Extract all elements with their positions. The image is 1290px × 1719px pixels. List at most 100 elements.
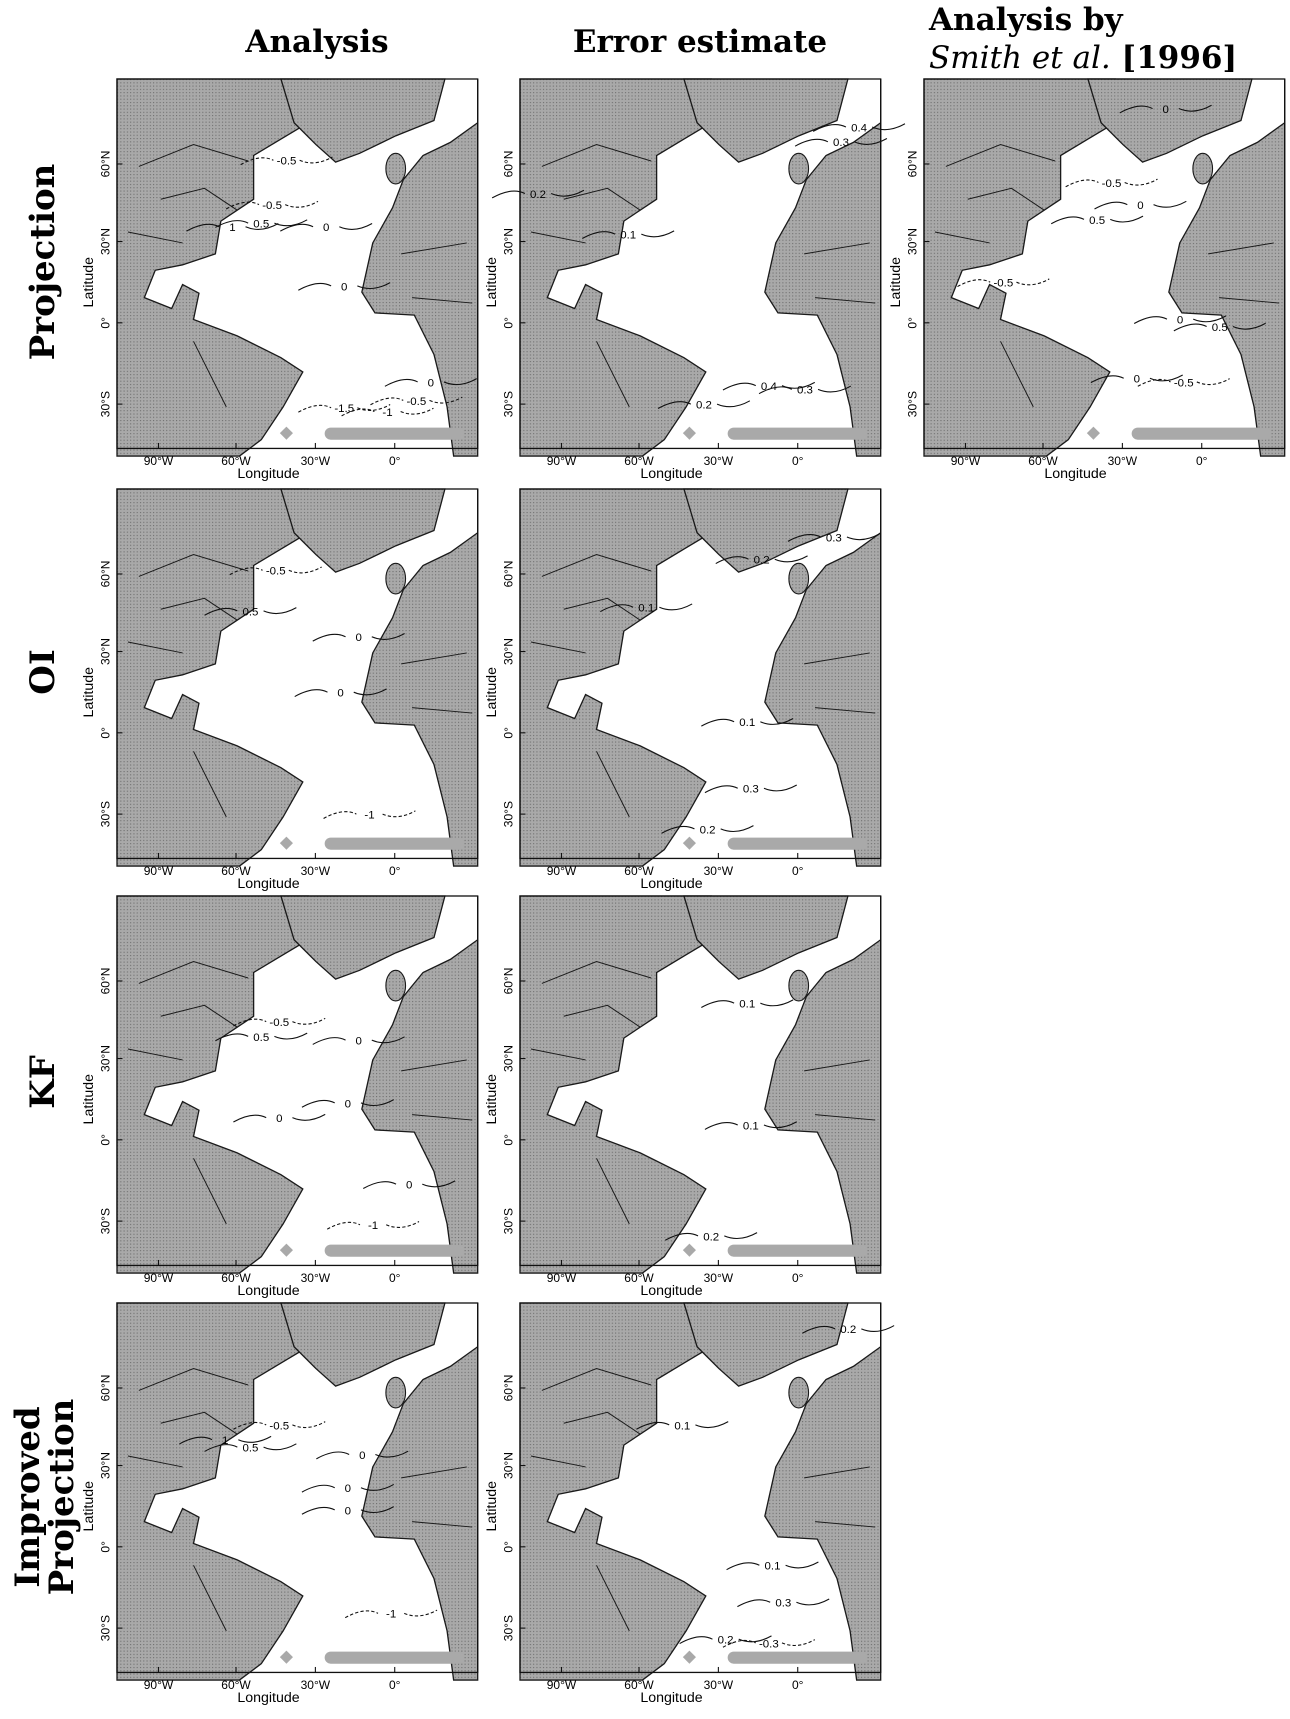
lat-tick-label: 60°N: [98, 561, 112, 588]
contour-line: [661, 825, 754, 834]
contour-label: 0: [355, 632, 361, 644]
citation-authors: Smith et al.: [929, 40, 1111, 76]
map-panel: 60°N30°N0°30°S90°W 60°W 30°W 0°LatitudeLong…: [81, 488, 479, 892]
latitude-label: Latitude: [81, 257, 97, 308]
lat-tick-label: 60°N: [501, 1375, 515, 1402]
contour-line: [341, 407, 434, 417]
map-panel: 60°N30°N0°30°S90°W 60°W 30°W 0°LatitudeLong…: [81, 895, 479, 1299]
contour-label: 0.5: [253, 1032, 269, 1044]
lat-tick-label: 30°N: [501, 1045, 515, 1072]
contour-line: [233, 1017, 326, 1027]
contour-line: [298, 282, 391, 291]
contour-line: [1173, 322, 1266, 332]
frame: [116, 1302, 479, 1674]
contour-label: 0.1: [739, 999, 755, 1011]
contour-label: 0: [406, 1180, 412, 1192]
contour-label: 0.2: [700, 824, 716, 836]
contour-line: [316, 1450, 409, 1460]
row-label: Improved: [8, 1406, 48, 1587]
lat-tick-label: 30°N: [98, 1452, 112, 1479]
contour-label: 0: [345, 1505, 351, 1517]
contour-label: 0: [355, 1035, 361, 1047]
lon-tick-label: 90°W: [547, 864, 577, 878]
lon-tick-label: 90°W: [951, 454, 981, 468]
lat-tick-label: 60°N: [501, 151, 515, 178]
map-panel: 60°N30°N0°30°S90°W 60°W 30°W 0°LatitudeLong…: [484, 488, 882, 892]
contour-label: 0.1: [620, 230, 636, 242]
contour-label: 0.2: [703, 1231, 719, 1243]
latitude-label: Latitude: [81, 1074, 97, 1125]
latitude-label: Latitude: [81, 667, 97, 718]
contour-label: 0.4: [851, 122, 868, 134]
contour-label: -0.5: [406, 396, 426, 408]
row-label: Projection: [42, 1399, 82, 1596]
longitude-label: Longitude: [640, 1283, 702, 1299]
lat-tick-label: 60°N: [501, 968, 515, 995]
lat-tick-label: 30°S: [501, 391, 515, 417]
lat-tick-label: 30°S: [501, 801, 515, 827]
contour-label: -0.5: [993, 278, 1013, 290]
citation-year: [1996]: [1122, 40, 1238, 76]
contour-label: 0.5: [253, 218, 269, 230]
contour-label: 0.2: [718, 1635, 734, 1647]
contour-line: [582, 230, 675, 240]
lat-tick-label: 30°N: [501, 1452, 515, 1479]
lon-tick-label: 30°W: [704, 1271, 734, 1285]
contour-label: 0: [345, 1098, 351, 1110]
lon-tick-label: 0°: [389, 454, 401, 468]
contour-label: -1: [386, 1609, 396, 1621]
lon-tick-label: 90°W: [144, 454, 174, 468]
contour-line: [701, 717, 794, 727]
lon-tick-label: 30°W: [301, 1271, 331, 1285]
contour-line: [323, 810, 416, 819]
map-panel: 60°N30°N0°30°S90°W 60°W 30°W 0°LatitudeLong…: [81, 78, 479, 482]
lon-tick-label: 30°W: [704, 1678, 734, 1692]
lat-tick-label: 60°N: [98, 968, 112, 995]
lon-tick-label: 30°W: [1108, 454, 1138, 468]
contour-label: 0.3: [826, 532, 842, 544]
contour-label: 0.3: [797, 385, 813, 397]
lon-tick-label: 90°W: [144, 1678, 174, 1692]
row-label: KF: [23, 1055, 63, 1109]
lon-tick-label: 60°W: [221, 864, 251, 878]
contour-line: [215, 219, 308, 228]
contour-line: [301, 1099, 395, 1108]
contour-label: 0.2: [840, 1324, 856, 1336]
lon-tick-label: 0°: [389, 864, 401, 878]
contour-line: [179, 1435, 272, 1445]
contour-label: -0.3: [759, 1638, 779, 1650]
contour-line: [715, 555, 808, 565]
lon-tick-label: 60°W: [1028, 454, 1058, 468]
contour-line: [186, 223, 279, 232]
contour-label: 0.2: [530, 189, 546, 201]
contour-line: [294, 688, 387, 698]
contour-line: [657, 400, 751, 409]
map-panel: 60°N30°N0°30°S90°W 60°W 30°W 0°LatitudeLong…: [484, 78, 906, 482]
contour-label: -0.5: [269, 1420, 289, 1432]
contour-label: 0.1: [638, 603, 654, 615]
column-header: Error estimate: [573, 24, 827, 60]
lon-tick-label: 0°: [792, 864, 804, 878]
lat-tick-label: 30°S: [98, 801, 112, 827]
column-header: Analysis: [244, 24, 388, 60]
contour-label: -0.5: [1174, 377, 1194, 389]
lat-tick-label: 30°N: [98, 638, 112, 665]
contour-label: 1: [222, 1435, 228, 1447]
contour-line: [204, 1443, 297, 1452]
lon-tick-label: 90°W: [547, 454, 577, 468]
lon-tick-label: 90°W: [547, 1271, 577, 1285]
contour-line: [491, 189, 585, 199]
contour-label: 0: [337, 688, 343, 700]
longitude-label: Longitude: [237, 466, 299, 482]
contour-line: [384, 378, 477, 387]
lat-tick-label: 30°S: [98, 1208, 112, 1234]
lat-tick-label: 0°: [905, 317, 919, 329]
contour-label: 1: [229, 222, 235, 234]
lon-tick-label: 30°W: [301, 1678, 331, 1692]
contour-line: [1094, 200, 1187, 210]
contour-line: [362, 1180, 456, 1190]
contour-label: 0: [323, 222, 329, 234]
contour-line: [1119, 104, 1212, 114]
frame: [519, 488, 882, 860]
